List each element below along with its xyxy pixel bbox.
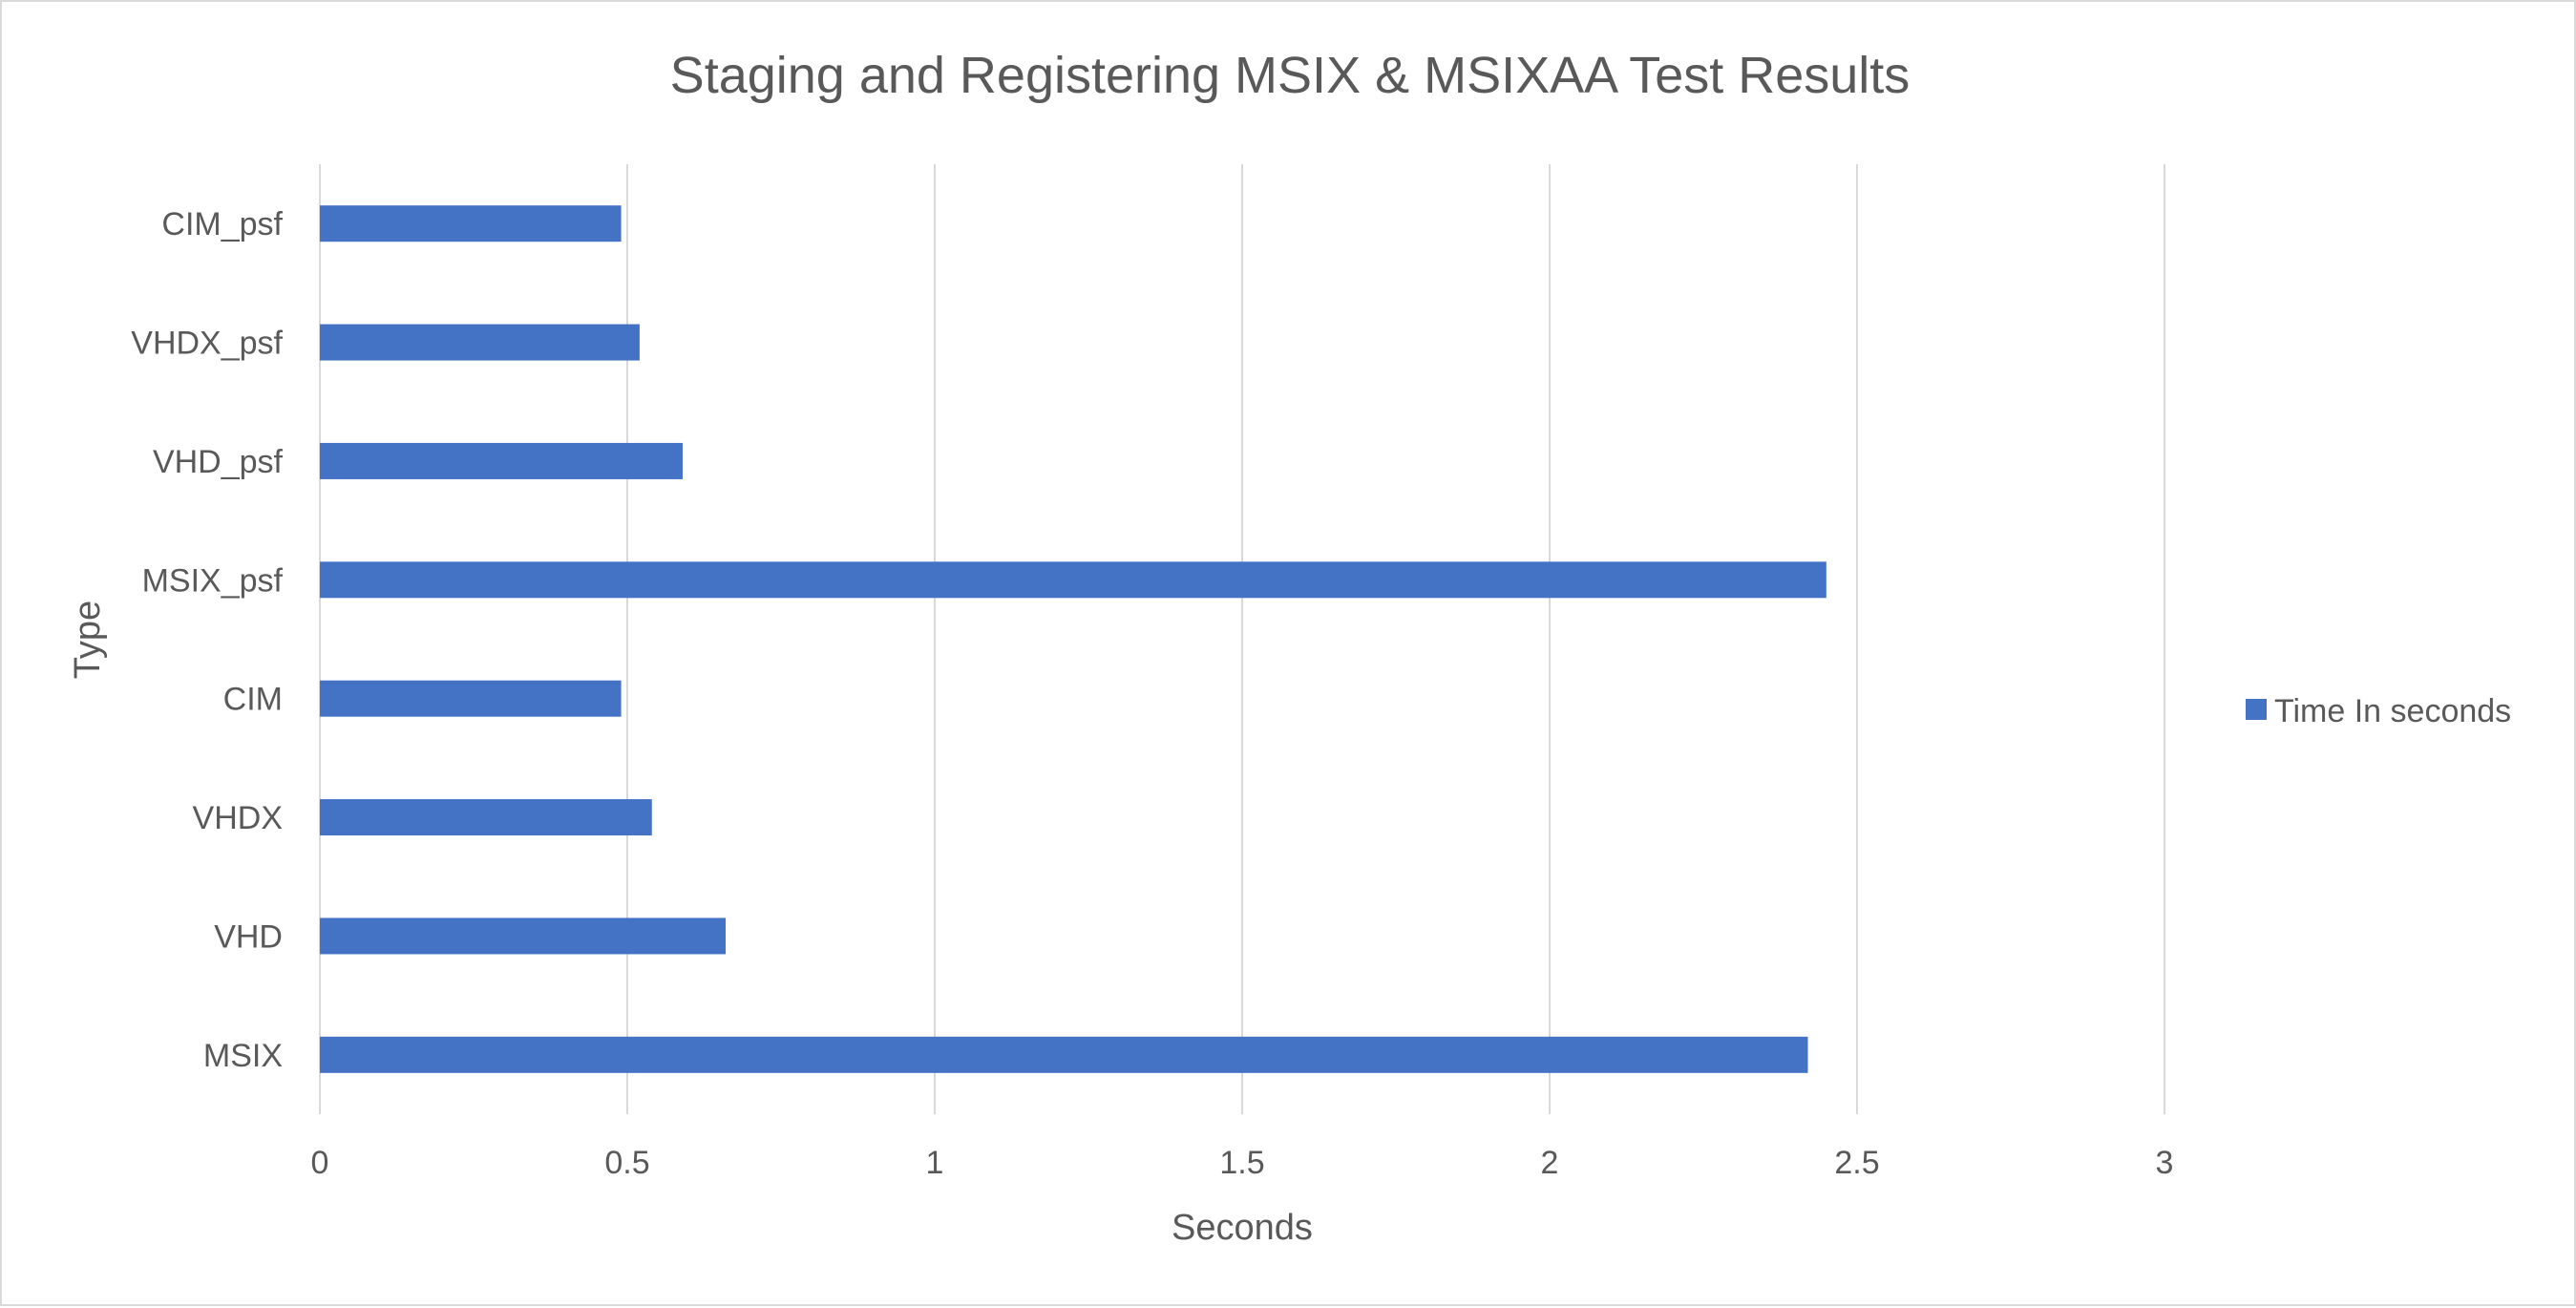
x-tick-label: 3: [2156, 1145, 2174, 1181]
chart-title: Staging and Registering MSIX & MSIXAA Te…: [670, 47, 1911, 104]
legend-swatch: [2246, 699, 2267, 720]
bar-vhd: [320, 918, 727, 955]
bar-msix: [320, 1036, 1808, 1073]
bar-vhd-psf: [320, 442, 683, 479]
y-category-label: MSIX_psf: [142, 562, 284, 599]
y-axis-title: Type: [68, 601, 108, 679]
x-axis-title: Seconds: [1172, 1208, 1313, 1248]
bar-vhdx: [320, 799, 652, 836]
x-axis-tick-labels: 0 0.5 1 1.5 2 2.5 3: [311, 1145, 2174, 1181]
y-category-label: VHD: [214, 918, 283, 955]
x-tick-label: 0: [311, 1145, 329, 1181]
bar-vhdx-psf: [320, 324, 640, 361]
y-category-label: CIM_psf: [161, 206, 283, 243]
y-category-label: MSIX: [203, 1038, 283, 1074]
x-tick-label: 2: [1541, 1145, 1559, 1181]
x-tick-label: 1: [926, 1145, 944, 1181]
y-category-label: CIM: [223, 682, 283, 718]
bar-msix-psf: [320, 561, 1826, 599]
x-tick-label: 0.5: [604, 1145, 649, 1181]
legend-label: Time In seconds: [2274, 693, 2511, 729]
x-tick-label: 2.5: [1834, 1145, 1879, 1181]
y-category-label: VHD_psf: [153, 444, 284, 480]
y-axis-category-labels: MSIX VHD VHDX CIM MSIX_psf VHD_psf VHDX_psf CIM…: [131, 206, 283, 1074]
x-tick-label: 1.5: [1219, 1145, 1264, 1181]
bar-cim: [320, 680, 622, 717]
y-category-label: VHDX_psf: [131, 326, 283, 362]
bar-cim-psf: [320, 205, 622, 243]
gridlines: [319, 164, 2165, 1114]
legend: Time In seconds: [2246, 693, 2511, 729]
bars: [320, 205, 1826, 1073]
y-category-label: VHDX: [193, 800, 283, 836]
